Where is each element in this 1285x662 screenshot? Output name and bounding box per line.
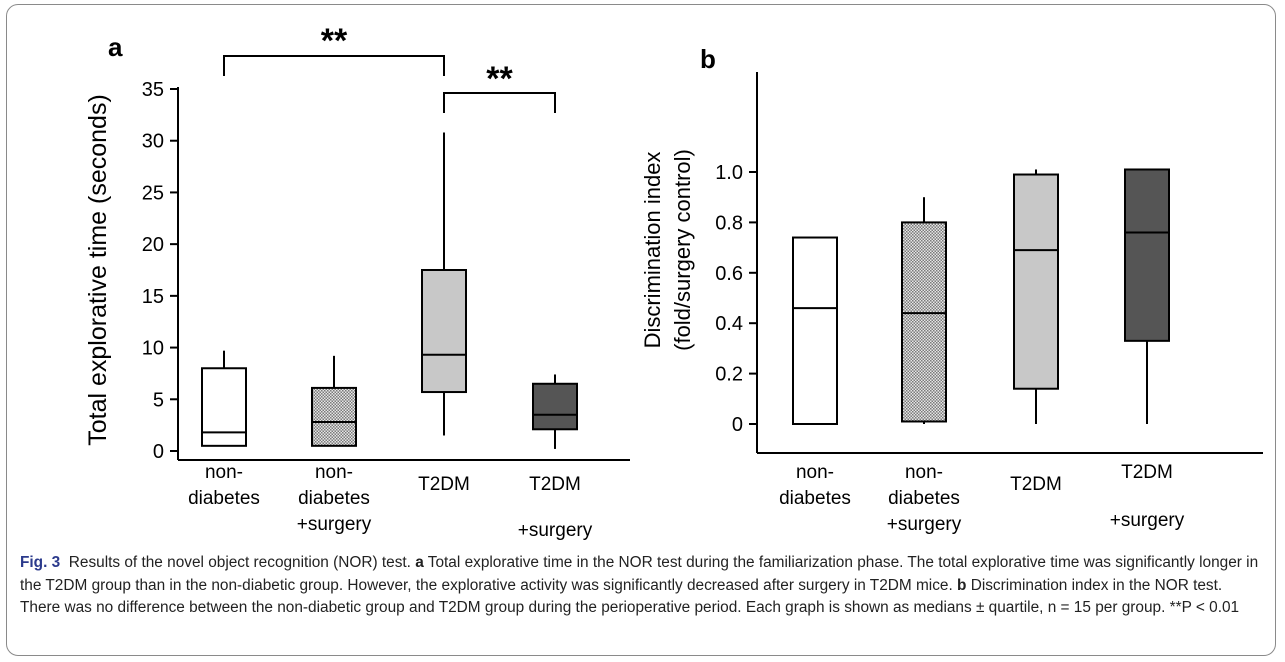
panel-a-letter: a bbox=[108, 32, 123, 62]
panel-b-y-tick-label: 0.2 bbox=[715, 364, 743, 386]
panel-b-box bbox=[1013, 173, 1059, 390]
panel-b-y-axis-label: Discrimination index bbox=[640, 152, 665, 349]
panel-b-box bbox=[792, 236, 838, 425]
panel-a-y-tick-label: 15 bbox=[142, 286, 164, 308]
panel-a-category-label: T2DM bbox=[529, 474, 581, 495]
panel-a-y-tick-label: 25 bbox=[142, 182, 164, 204]
figure-frame bbox=[6, 4, 1276, 656]
panel-a-y-tick-label: 0 bbox=[153, 441, 164, 463]
panel-a-category-label: +surgery bbox=[297, 514, 372, 535]
panel-a-box bbox=[201, 367, 247, 447]
caption-b-label: b bbox=[957, 576, 967, 594]
panel-a-y-tick-label: 35 bbox=[142, 79, 164, 101]
caption-fig-label: Fig. 3 bbox=[20, 554, 61, 571]
caption-a-text: Total explorative time in the NOR test d… bbox=[20, 554, 1259, 594]
panel-a-category-label: +surgery bbox=[518, 520, 593, 541]
panel-b-category-label: diabetes bbox=[779, 488, 851, 509]
panel-a-significance-label: ** bbox=[321, 22, 348, 60]
panel-a-chart: a 0 5 10 15 20 25 30 35 Total explorative time (s… bbox=[84, 22, 630, 541]
figure-caption: Fig. 3 Results of the novel object recog… bbox=[20, 552, 1265, 620]
caption-a-label: a bbox=[415, 554, 424, 571]
panel-a-y-tick-label: 30 bbox=[142, 131, 164, 153]
panel-b-box bbox=[1124, 168, 1170, 342]
panel-a-category-label: diabetes bbox=[298, 488, 370, 509]
panel-b-y-axis-label: (fold/surgery control) bbox=[670, 149, 695, 351]
panel-a-box bbox=[532, 382, 578, 431]
panel-a-significance-bracket bbox=[443, 92, 556, 113]
panel-b-chart: b 0 0.2 0.4 0.6 0.8 1.0 Discrimination index (fo… bbox=[640, 44, 1263, 535]
panel-a-y-axis-label: Total explorative time (seconds) bbox=[84, 94, 112, 446]
caption-b-text: Discrimination index in the NOR test. Th… bbox=[20, 576, 1240, 617]
panel-b-category-label: T2DM bbox=[1121, 462, 1173, 483]
panel-a-box bbox=[421, 269, 467, 394]
panel-a-category-label: T2DM bbox=[418, 474, 470, 495]
panel-b-y-tick-label: 0 bbox=[732, 414, 743, 436]
panel-a-box bbox=[311, 386, 357, 447]
panel-a-category-label: diabetes bbox=[188, 488, 260, 509]
panel-a-significance-bracket bbox=[223, 55, 445, 76]
panel-a-significance-label: ** bbox=[486, 60, 513, 98]
panel-a-y-tick-label: 10 bbox=[142, 338, 164, 360]
panel-b-category-label: +surgery bbox=[887, 514, 962, 535]
panel-b-box bbox=[901, 221, 947, 423]
panel-a-category-label: non- bbox=[205, 462, 243, 483]
panel-a-y-tick-label: 20 bbox=[142, 234, 164, 256]
panel-a-y-tick-label: 5 bbox=[153, 389, 164, 411]
panel-b-category-label: T2DM bbox=[1010, 474, 1062, 495]
panel-b-y-tick-label: 0.6 bbox=[715, 263, 743, 285]
panel-b-letter: b bbox=[700, 44, 716, 74]
panel-a-category-label: non- bbox=[315, 462, 353, 483]
panel-b-y-tick-label: 0.4 bbox=[715, 313, 743, 335]
panel-b-category-label: non- bbox=[905, 462, 943, 483]
caption-intro: Results of the novel object recognition … bbox=[68, 554, 416, 571]
panel-b-category-label: +surgery bbox=[1110, 510, 1185, 531]
figure-charts: a 0 5 10 15 20 25 30 35 Total explorative time (s… bbox=[84, 22, 1263, 541]
panel-b-y-tick-label: 1.0 bbox=[715, 162, 743, 184]
panel-b-category-label: non- bbox=[796, 462, 834, 483]
panel-b-category-label: diabetes bbox=[888, 488, 960, 509]
panel-b-y-tick-label: 0.8 bbox=[715, 212, 743, 234]
